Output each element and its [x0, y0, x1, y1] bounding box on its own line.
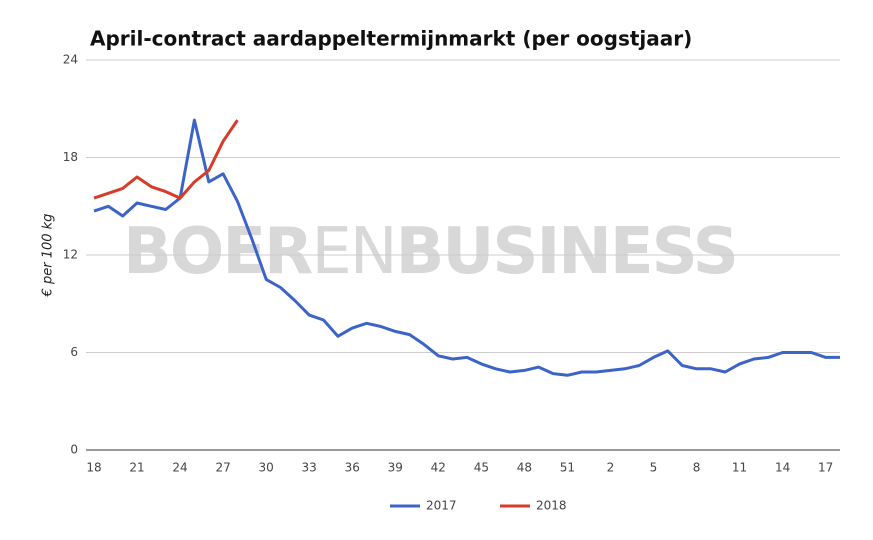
watermark-part: BUSINESS — [396, 215, 737, 289]
y-tick-label: 24 — [63, 53, 78, 67]
x-tick-label: 48 — [517, 461, 532, 475]
y-tick-label: 12 — [63, 248, 78, 262]
chart-title: April-contract aardappeltermijnmarkt (pe… — [90, 27, 692, 51]
x-tick-label: 17 — [818, 461, 833, 475]
x-tick-label: 14 — [775, 461, 790, 475]
x-tick-label: 21 — [129, 461, 144, 475]
x-tick-label: 18 — [86, 461, 101, 475]
y-tick-label: 0 — [70, 443, 78, 457]
x-tick-label: 45 — [474, 461, 489, 475]
y-axis-label: € per 100 kg — [41, 214, 56, 298]
watermark-part: BOER — [123, 215, 312, 289]
line-series — [93, 118, 840, 377]
x-tick-label: 33 — [302, 461, 317, 475]
x-tick-label: 8 — [693, 461, 701, 475]
x-tick-label: 27 — [215, 461, 230, 475]
x-tick-label: 51 — [560, 461, 575, 475]
x-tick-label: 24 — [172, 461, 187, 475]
x-tick-label: 2 — [607, 461, 615, 475]
x-tick-label: 30 — [259, 461, 274, 475]
x-tick-label: 39 — [388, 461, 403, 475]
watermark-part: EN — [311, 215, 395, 289]
x-tick-label: 42 — [431, 461, 446, 475]
watermark: BOERENBUSINESS — [123, 215, 737, 289]
x-tick-label: 36 — [345, 461, 360, 475]
y-tick-label: 18 — [63, 150, 78, 164]
legend-label: 2018 — [536, 499, 567, 513]
x-tick-label: 11 — [732, 461, 747, 475]
line-series — [93, 119, 239, 200]
legend-label: 2017 — [426, 499, 457, 513]
y-tick-label: 6 — [70, 345, 78, 359]
x-tick-label: 5 — [650, 461, 658, 475]
